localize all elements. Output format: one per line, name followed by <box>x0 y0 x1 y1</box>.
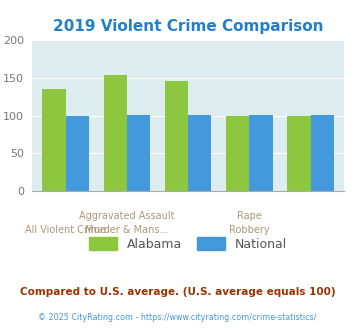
Text: Aggravated Assault: Aggravated Assault <box>79 211 175 221</box>
Bar <box>66 115 89 191</box>
Bar <box>288 115 311 191</box>
Bar <box>127 115 150 191</box>
Bar <box>42 89 66 191</box>
Bar <box>250 115 273 191</box>
Text: Rape: Rape <box>237 211 262 221</box>
Bar <box>165 81 188 191</box>
Text: © 2025 CityRating.com - https://www.cityrating.com/crime-statistics/: © 2025 CityRating.com - https://www.city… <box>38 313 317 322</box>
Text: Robbery: Robbery <box>229 225 270 235</box>
Bar <box>104 75 127 191</box>
Text: Compared to U.S. average. (U.S. average equals 100): Compared to U.S. average. (U.S. average … <box>20 287 335 297</box>
Text: All Violent Crime: All Violent Crime <box>25 225 106 235</box>
Title: 2019 Violent Crime Comparison: 2019 Violent Crime Comparison <box>53 19 323 34</box>
Bar <box>188 115 212 191</box>
Text: Murder & Mans...: Murder & Mans... <box>85 225 169 235</box>
Legend: Alabama, National: Alabama, National <box>83 231 293 257</box>
Bar <box>226 115 250 191</box>
Bar <box>311 115 334 191</box>
